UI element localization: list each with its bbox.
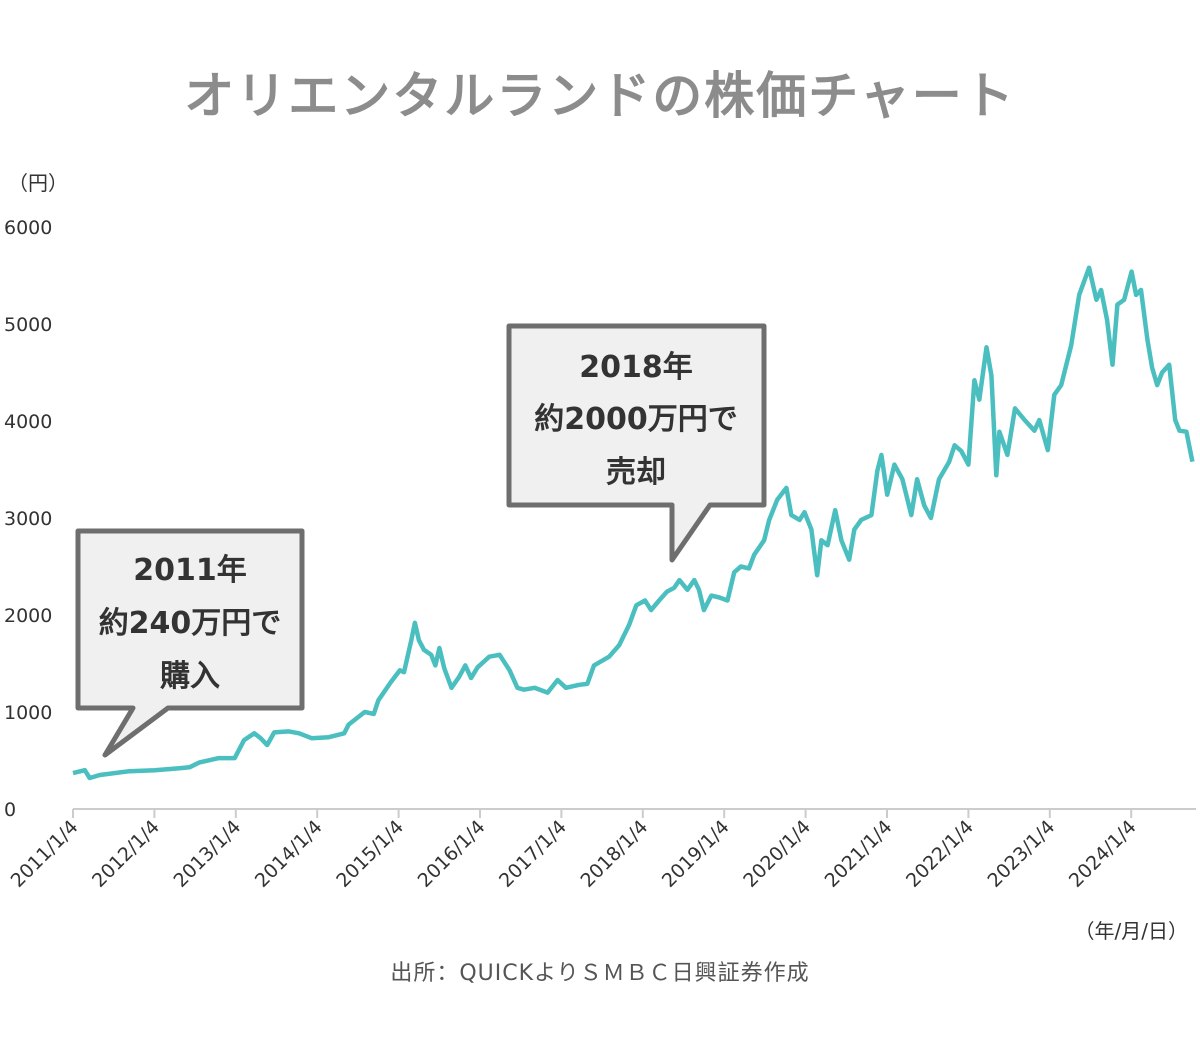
callout-2018-line2: 約2000万円で — [534, 402, 738, 437]
callout-2018-bubble — [506, 323, 767, 563]
x-tick-label: 2015/1/4 — [332, 816, 408, 892]
y-tick-labels: 0 1000 2000 3000 4000 5000 6000 — [4, 217, 52, 821]
y-axis-unit: （円） — [8, 171, 68, 195]
callout-2011-bubble — [75, 528, 305, 758]
x-tick-label: 2023/1/4 — [983, 816, 1059, 892]
x-tick-label: 2024/1/4 — [1065, 816, 1141, 892]
callout-2011: 2011年 約240万円で 購入 — [75, 528, 305, 758]
x-tick-label: 2014/1/4 — [251, 816, 327, 892]
x-tick-label: 2011/1/4 — [7, 816, 83, 892]
chart-title: オリエンタルランドの株価チャート — [184, 67, 1016, 125]
y-tick-label: 5000 — [4, 314, 52, 336]
y-tick-label: 1000 — [4, 702, 52, 724]
x-tick-label: 2018/1/4 — [576, 816, 652, 892]
y-tick-label: 4000 — [4, 411, 52, 433]
x-tick-label: 2017/1/4 — [495, 816, 571, 892]
y-tick-label: 6000 — [4, 217, 52, 239]
callout-2011-line2: 約240万円で — [99, 606, 282, 641]
x-tick-label: 2016/1/4 — [414, 816, 490, 892]
x-tick-labels: 2011/1/4 2012/1/4 2013/1/4 2014/1/4 2015/1/4… — [7, 809, 1141, 892]
x-tick-label: 2021/1/4 — [821, 816, 897, 892]
x-axis-unit: （年/月/日） — [1075, 919, 1188, 943]
callout-2018: 2018年 約2000万円で 売却 — [506, 323, 767, 563]
callout-2011-line3: 購入 — [160, 659, 220, 694]
y-tick-label: 0 — [4, 799, 16, 821]
callout-2011-line1: 2011年 — [133, 553, 247, 588]
x-tick-label: 2022/1/4 — [902, 816, 978, 892]
x-tick-label: 2020/1/4 — [739, 816, 815, 892]
x-tick-label: 2013/1/4 — [169, 816, 245, 892]
x-tick-label: 2019/1/4 — [658, 816, 734, 892]
callout-2018-line1: 2018年 — [579, 350, 693, 385]
y-tick-label: 3000 — [4, 508, 52, 530]
x-tick-label: 2012/1/4 — [88, 816, 164, 892]
price-line — [72, 265, 1195, 781]
source-note: 出所：QUICKよりＳＭＢＣ日興証券作成 — [390, 961, 809, 986]
callout-2018-line3: 売却 — [606, 455, 666, 490]
y-tick-label: 2000 — [4, 605, 52, 627]
